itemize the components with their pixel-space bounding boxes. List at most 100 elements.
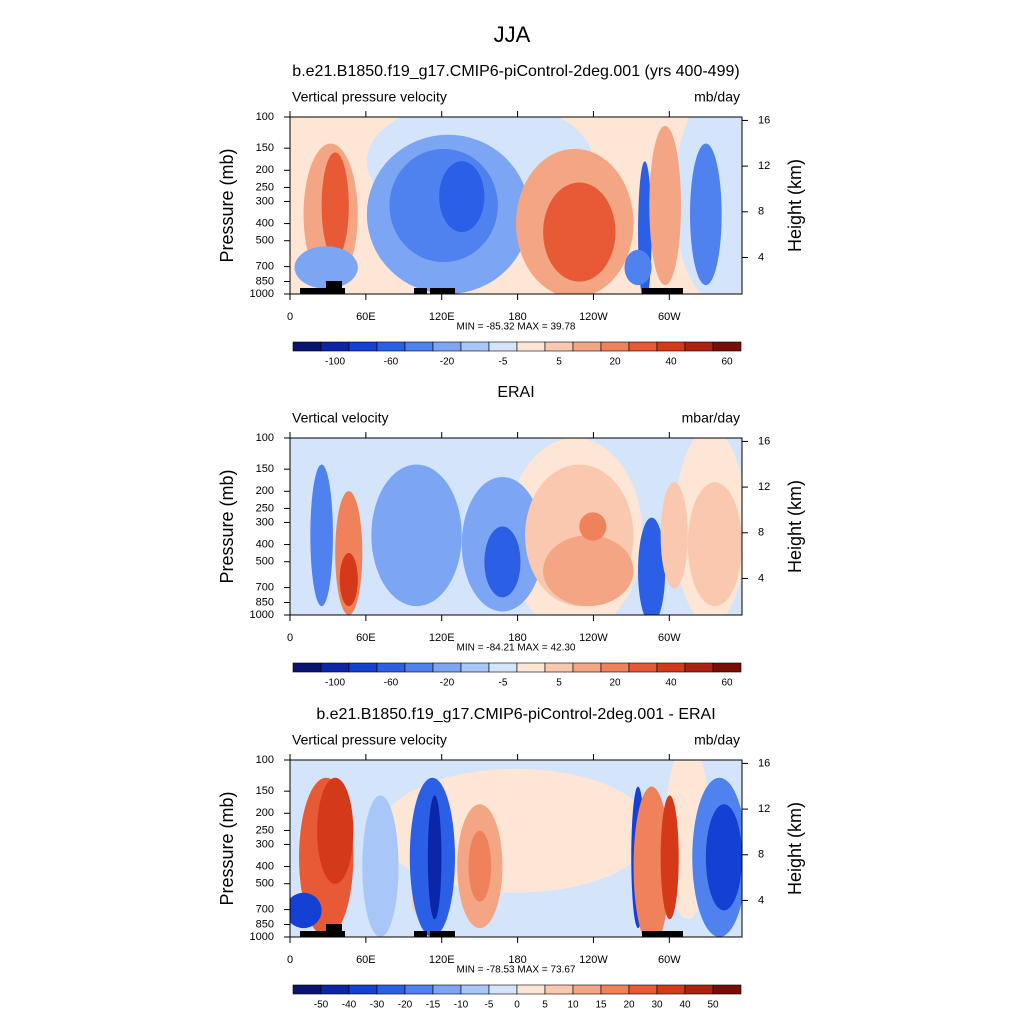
colorbar-box — [348, 984, 378, 995]
topography — [642, 931, 683, 937]
panel-title: b.e21.B1850.f19_g17.CMIP6-piControl-2deg… — [316, 706, 715, 723]
colorbar-box — [432, 341, 462, 352]
y2-tick-label: 12 — [758, 160, 770, 172]
topography — [326, 924, 342, 937]
y2-tick-label: 8 — [758, 527, 764, 539]
contour-region — [705, 804, 742, 911]
plot-frame — [289, 116, 743, 295]
x-tick-label: 120E — [429, 954, 455, 966]
y-tick-label: 100 — [256, 754, 274, 766]
contour-region — [310, 464, 333, 607]
colorbar-label: 40 — [665, 678, 677, 689]
colorbar-box — [516, 984, 546, 995]
colorbar-box — [292, 662, 322, 673]
colorbar-label: -5 — [485, 1000, 494, 1011]
colorbar-label: 5 — [556, 678, 562, 689]
colorbar-box — [292, 341, 322, 352]
y-tick-label: 400 — [256, 217, 274, 229]
y-axis-label: Pressure (mb) — [217, 469, 237, 583]
panel-title: b.e21.B1850.f19_g17.CMIP6-piControl-2deg… — [292, 63, 739, 80]
colorbar-box — [684, 662, 714, 673]
colorbar-box — [460, 662, 490, 673]
contour-region — [362, 795, 399, 937]
y2-tick-label: 12 — [758, 481, 770, 493]
colorbar-label: 30 — [651, 1000, 663, 1011]
colorbar-box — [656, 984, 686, 995]
right-label: mb/day — [694, 89, 740, 105]
x-tick-label: 60E — [356, 311, 376, 323]
y-tick-label: 1000 — [250, 609, 274, 621]
colorbar-label: -50 — [314, 1000, 329, 1011]
stats: MIN = -84.21 MAX = 42.30 — [457, 643, 576, 654]
colorbar-box — [600, 984, 630, 995]
colorbar-label: -20 — [398, 1000, 413, 1011]
y-tick-label: 850 — [256, 596, 274, 608]
colorbar-box — [544, 662, 574, 673]
contour-field — [290, 438, 742, 615]
colorbar-box — [320, 341, 350, 352]
topography — [642, 288, 683, 294]
right-label: mbar/day — [682, 410, 740, 426]
contour-region — [317, 777, 354, 884]
y2-tick-label: 8 — [758, 206, 764, 218]
y-tick-label: 150 — [256, 785, 274, 797]
y-tick-label: 400 — [256, 538, 274, 550]
colorbar-box — [348, 341, 378, 352]
colorbar-box — [404, 662, 434, 673]
contour-region — [649, 125, 681, 286]
plot-frame — [289, 437, 743, 616]
y2-axis-label: Height (km) — [785, 159, 805, 252]
contour-region — [543, 535, 634, 607]
y-tick-label: 300 — [256, 195, 274, 207]
x-tick-label: 120W — [579, 632, 608, 644]
contour-region — [660, 795, 679, 920]
y2-tick-label: 4 — [758, 251, 764, 263]
colorbar-box — [600, 662, 630, 673]
colorbar-box — [628, 984, 658, 995]
y-tick-label: 150 — [256, 463, 274, 475]
y-tick-label: 250 — [256, 181, 274, 193]
topography — [326, 281, 342, 294]
left-label: Vertical pressure velocity — [292, 89, 447, 105]
contour-region — [543, 182, 616, 282]
x-tick-label: 0 — [287, 311, 293, 323]
x-tick-label: 60W — [658, 311, 681, 323]
colorbar-box — [656, 662, 686, 673]
colorbar-box — [628, 662, 658, 673]
x-tick-label: 120E — [429, 311, 455, 323]
colorbar-box — [292, 984, 322, 995]
colorbar-box — [516, 662, 546, 673]
colorbar-label: -30 — [370, 1000, 385, 1011]
contour-region — [339, 553, 358, 607]
x-tick-label: 180 — [508, 311, 526, 323]
y2-tick-label: 8 — [758, 849, 764, 861]
colorbar-label: -60 — [384, 357, 399, 368]
colorbar-box — [376, 341, 406, 352]
colorbar-label: 5 — [542, 1000, 548, 1011]
contour-region — [484, 526, 521, 598]
colorbar-box — [656, 341, 686, 352]
colorbar-label: 0 — [514, 1000, 520, 1011]
contour-region — [633, 786, 670, 937]
colorbar-box — [572, 984, 602, 995]
x-tick-label: 180 — [508, 954, 526, 966]
topography — [300, 288, 345, 294]
y-tick-label: 100 — [256, 111, 274, 123]
colorbar-box — [404, 984, 434, 995]
colorbar-box — [712, 341, 742, 352]
y-axis-label: Pressure (mb) — [217, 791, 237, 905]
colorbar-box — [684, 341, 714, 352]
colorbar-label: -40 — [342, 1000, 357, 1011]
colorbar-label: -20 — [440, 357, 455, 368]
contour-region — [579, 512, 607, 541]
topography — [430, 931, 455, 937]
contour-region — [624, 249, 652, 286]
colorbar-box — [320, 662, 350, 673]
topography — [414, 931, 427, 937]
y-tick-label: 200 — [256, 164, 274, 176]
y-tick-label: 150 — [256, 142, 274, 154]
colorbar-label: 40 — [679, 1000, 691, 1011]
right-label: mb/day — [694, 732, 740, 748]
plot-frame — [289, 759, 743, 938]
